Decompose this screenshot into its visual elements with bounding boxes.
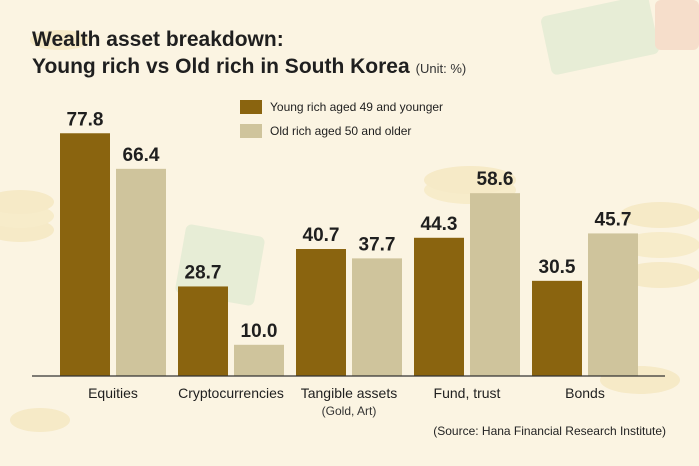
title-line-2: Young rich vs Old rich in South Korea (Un… (32, 53, 466, 82)
legend: Young rich aged 49 and younger Old rich … (240, 95, 443, 143)
bar-young (532, 280, 582, 376)
x-tick-sublabel: (Gold, Art) (322, 404, 377, 418)
data-label: 10.0 (241, 321, 278, 342)
data-label: 58.6 (477, 169, 514, 190)
title-line-1: Wealth asset breakdown: (32, 28, 284, 51)
data-label: 45.7 (595, 209, 632, 230)
legend-swatch-old (240, 124, 262, 138)
legend-item-young: Young rich aged 49 and younger (240, 95, 443, 119)
legend-label-young: Young rich aged 49 and younger (270, 100, 444, 114)
bar-old (234, 344, 284, 376)
data-label: 37.7 (359, 234, 396, 255)
unit-label: (Unit: %) (415, 61, 467, 76)
data-label: 28.7 (185, 262, 222, 283)
source-note: (Source: Hana Financial Research Institu… (433, 424, 666, 438)
legend-label-old: Old rich aged 50 and older (270, 124, 412, 138)
bar-young (178, 286, 228, 376)
data-label: 77.8 (67, 109, 104, 130)
bar-old (588, 233, 638, 376)
legend-swatch-young (240, 100, 262, 114)
data-label: 40.7 (303, 225, 340, 246)
chart-title: Wealth asset breakdown: Young rich vs Ol… (32, 26, 466, 82)
bar-young (60, 133, 110, 376)
data-label: 30.5 (539, 257, 576, 278)
data-label: 44.3 (421, 214, 458, 235)
x-tick-label: Bonds (565, 385, 605, 401)
x-tick-label: Fund, trust (434, 385, 501, 401)
bar-young (296, 249, 346, 376)
bar-old (352, 258, 402, 376)
x-tick-label: Cryptocurrencies (178, 385, 284, 401)
bar-old (116, 168, 166, 376)
bar-old (470, 193, 520, 376)
data-label: 66.4 (123, 145, 160, 166)
legend-item-old: Old rich aged 50 and older (240, 119, 443, 143)
x-tick-label: Equities (88, 385, 138, 401)
x-tick-label: Tangible assets (301, 385, 398, 401)
bar-young (414, 237, 464, 376)
title-line-2-text: Young rich vs Old rich in South Korea (32, 55, 410, 78)
